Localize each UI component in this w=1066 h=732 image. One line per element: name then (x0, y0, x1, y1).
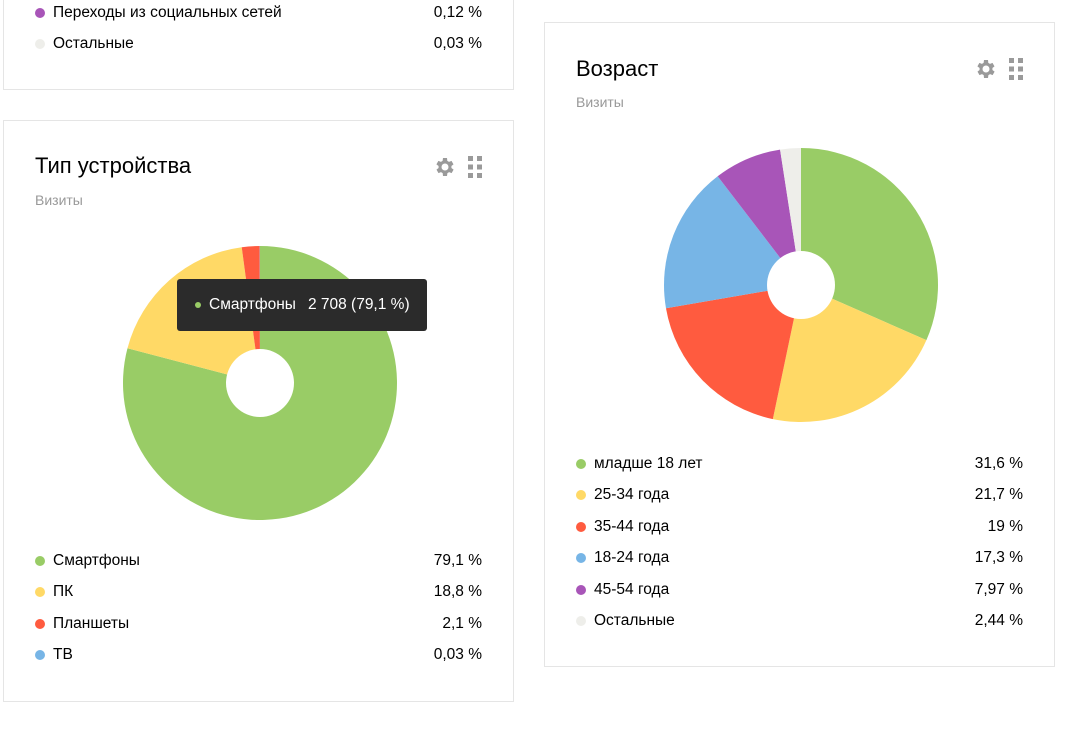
legend-label: Смартфоны (53, 551, 140, 569)
legend-dot (576, 616, 586, 627)
gear-icon[interactable] (973, 57, 997, 81)
tooltip-dot (195, 302, 201, 308)
legend-item-other[interactable]: Остальные 2,44 % (576, 606, 1023, 638)
legend-value: 79,1 % (433, 551, 482, 569)
legend-label: Остальные (594, 612, 675, 630)
card-tools (432, 155, 482, 179)
age-pie-slice-35-44-года[interactable] (665, 285, 801, 420)
legend-dot (576, 521, 586, 532)
legend-dot (35, 587, 45, 598)
legend-dot (35, 650, 45, 661)
legend-dot (35, 555, 45, 566)
age-card: Возраст Визиты младше 18 лет 31,6 % 25-3… (544, 22, 1055, 667)
legend-dot (576, 458, 586, 469)
card-subtitle: Визиты (35, 192, 83, 208)
legend-label: ТВ (53, 646, 73, 664)
age-pie-slice-25-34-года[interactable] (772, 285, 927, 423)
legend-item-other[interactable]: Остальные 0,03 % (35, 29, 482, 61)
legend-dot (576, 584, 586, 595)
legend-value: 18,8 % (433, 583, 482, 601)
legend-label: ПК (53, 583, 74, 601)
age-pie-slice-остальные[interactable] (780, 148, 801, 285)
legend-label: 18-24 года (594, 549, 670, 567)
legend-value: 17,3 % (974, 549, 1023, 567)
age-pie-slice-45-54-года[interactable] (717, 149, 801, 285)
tooltip-label: Смартфоны (209, 296, 296, 313)
legend-item-tv[interactable]: ТВ 0,03 % (35, 640, 482, 672)
traffic-sources-legend: Переходы из социальных сетей 0,12 % Оста… (35, 0, 482, 60)
legend-value: 0,03 % (433, 646, 482, 664)
gear-icon[interactable] (432, 155, 456, 179)
legend-item-18-24[interactable]: 18-24 года 17,3 % (576, 543, 1023, 575)
legend-value: 21,7 % (974, 486, 1023, 504)
legend-value: 0,12 % (433, 3, 482, 21)
legend-label: Планшеты (53, 614, 130, 632)
drag-handle-icon[interactable] (468, 156, 482, 178)
legend-dot (35, 7, 45, 18)
device-legend: Смартфоны 79,1 % ПК 18,8 % Планшеты 2,1 … (35, 545, 482, 671)
legend-label: Остальные (53, 35, 134, 53)
legend-value: 7,97 % (974, 580, 1023, 598)
legend-label: 35-44 года (594, 517, 670, 535)
card-subtitle: Визиты (576, 94, 624, 110)
age-pie-center-hole (767, 251, 835, 319)
legend-item-under-18[interactable]: младше 18 лет 31,6 % (576, 448, 1023, 480)
legend-dot (576, 553, 586, 564)
legend-item-45-54[interactable]: 45-54 года 7,97 % (576, 574, 1023, 606)
legend-label: младше 18 лет (594, 454, 703, 472)
card-tools (973, 57, 1023, 81)
legend-value: 19 % (987, 517, 1023, 535)
legend-item-social[interactable]: Переходы из социальных сетей 0,12 % (35, 0, 482, 29)
legend-value: 31,6 % (974, 454, 1023, 472)
device-type-card: Тип устройства Визиты Смартфоны 2 708 (7… (3, 120, 514, 702)
legend-item-smartphones[interactable]: Смартфоны 79,1 % (35, 545, 482, 577)
legend-label: Переходы из социальных сетей (53, 3, 282, 21)
legend-item-35-44[interactable]: 35-44 года 19 % (576, 511, 1023, 543)
age-pie-slice-младше-18-лет[interactable] (801, 148, 938, 341)
legend-item-25-34[interactable]: 25-34 года 21,7 % (576, 480, 1023, 512)
legend-dot (35, 39, 45, 50)
chart-tooltip: Смартфоны 2 708 (79,1 %) (177, 279, 427, 331)
legend-label: 45-54 года (594, 580, 670, 598)
card-title: Тип устройства (35, 153, 192, 178)
traffic-sources-card: Переходы из социальных сетей 0,12 % Оста… (3, 0, 514, 90)
legend-label: 25-34 года (594, 486, 670, 504)
legend-dot (576, 490, 586, 501)
legend-dot (35, 618, 45, 629)
legend-item-pc[interactable]: ПК 18,8 % (35, 577, 482, 609)
age-legend: младше 18 лет 31,6 % 25-34 года 21,7 % 3… (576, 448, 1023, 637)
legend-value: 0,03 % (433, 35, 482, 53)
drag-handle-icon[interactable] (1009, 58, 1023, 80)
tooltip-value: 2 708 (79,1 %) (307, 296, 410, 313)
legend-value: 2,44 % (974, 612, 1023, 630)
age-pie-slice-18-24-года[interactable] (664, 176, 801, 309)
legend-item-tablets[interactable]: Планшеты 2,1 % (35, 608, 482, 640)
card-title: Возраст (576, 56, 659, 81)
age-pie-chart (664, 148, 938, 423)
device-pie-center-hole (226, 349, 294, 417)
legend-value: 2,1 % (442, 614, 482, 632)
